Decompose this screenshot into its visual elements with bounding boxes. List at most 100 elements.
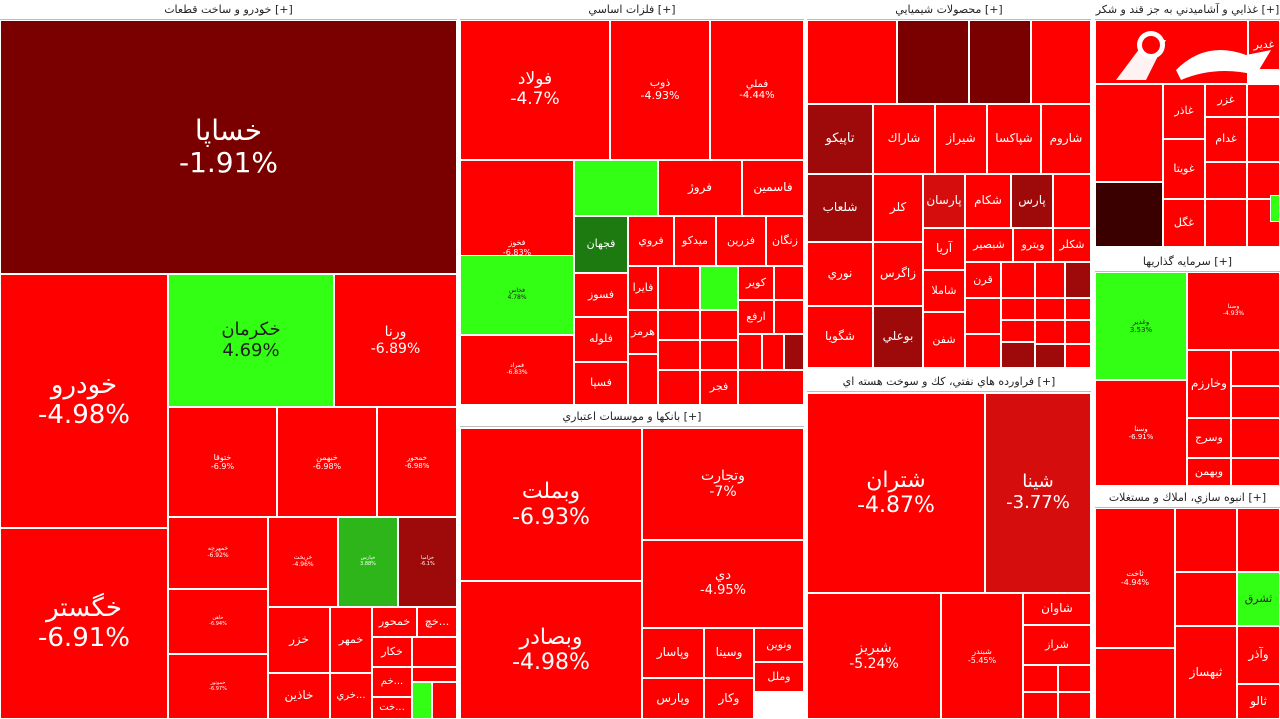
treemap-filler-cell[interactable] (1058, 692, 1091, 719)
treemap-cell-metals[interactable]: فمراد -6.83% (460, 335, 574, 405)
treemap-cell-chem[interactable]: كلر (873, 174, 923, 242)
treemap-cell-auto[interactable]: خري... (330, 673, 372, 719)
treemap-cell-metals[interactable]: فلوله (574, 317, 628, 362)
treemap-cell-chem[interactable]: شلعاب (807, 174, 873, 242)
treemap-filler-cell[interactable] (658, 370, 700, 405)
treemap-cell-auto[interactable]: خساپا -1.91% (0, 20, 457, 274)
treemap-filler-cell[interactable] (574, 160, 658, 216)
treemap-filler-cell[interactable] (1065, 262, 1091, 298)
treemap-filler-cell[interactable] (412, 682, 432, 719)
treemap-cell-metals[interactable]: ذوب -4.93% (610, 20, 710, 160)
treemap-filler-cell[interactable] (738, 370, 804, 405)
treemap-cell-auto[interactable]: خمحور (372, 607, 417, 637)
treemap-cell-food[interactable]: غدام (1205, 117, 1247, 162)
treemap-filler-cell[interactable] (1031, 20, 1091, 104)
treemap-filler-cell[interactable] (1053, 174, 1091, 228)
treemap-cell-metals[interactable]: فزرين (716, 216, 766, 266)
treemap-filler-cell[interactable] (1231, 386, 1280, 418)
treemap-cell-auto[interactable]: خزر (268, 607, 330, 673)
treemap-filler-cell[interactable] (1035, 344, 1065, 368)
treemap-cell-invest[interactable]: وصنا -4.93% (1187, 272, 1280, 350)
treemap-cell-chem[interactable]: شكام (965, 174, 1011, 228)
treemap-cell-metals[interactable]: فروژ (658, 160, 742, 216)
treemap-filler-cell[interactable] (1001, 320, 1035, 342)
treemap-cell-food[interactable]: غاذر (1163, 84, 1205, 139)
treemap-cell-auto[interactable]: خريخت -4.96% (268, 517, 338, 607)
treemap-cell-chem[interactable]: پارس (1011, 174, 1053, 228)
treemap-cell-metals[interactable]: فملي -4.44% (710, 20, 804, 160)
sector-header-oil[interactable]: فراورده هاي نفتي، كك و سوخت هسته اي [+] (807, 372, 1091, 392)
treemap-cell-metals[interactable]: ارفع (738, 300, 774, 334)
treemap-filler-cell[interactable] (1237, 508, 1280, 572)
treemap-cell-oil[interactable]: شراز (1023, 625, 1091, 665)
treemap-cell-auto[interactable]: خموتور -6.97% (168, 654, 268, 719)
treemap-cell-auto[interactable]: خزامبا -6.1% (398, 517, 457, 607)
treemap-cell-auto[interactable]: ورنا -6.89% (334, 274, 457, 407)
treemap-filler-cell[interactable] (1095, 648, 1175, 719)
treemap-filler-cell[interactable] (738, 334, 762, 370)
sector-header-chem[interactable]: محصولات شيميايي [+] (807, 0, 1091, 20)
treemap-cell-auto[interactable]: خبهمن -6.98% (277, 407, 377, 517)
treemap-filler-cell[interactable] (412, 667, 457, 682)
treemap-cell-chem[interactable]: شاراك (873, 104, 935, 174)
treemap-filler-cell[interactable] (412, 637, 457, 667)
treemap-cell-metals[interactable]: فولاد -4.7% (460, 20, 610, 160)
treemap-cell-auto[interactable]: خمحور -6.98% (377, 407, 457, 517)
treemap-cell-banks[interactable]: وسينا (704, 628, 754, 678)
treemap-cell-banks[interactable]: وبملت -6.93% (460, 428, 642, 581)
treemap-filler-cell[interactable] (1001, 342, 1035, 368)
treemap-filler-cell[interactable] (658, 340, 700, 370)
treemap-cell-oil[interactable]: شاوان (1023, 593, 1091, 625)
treemap-cell-invest[interactable]: وسنا -6.91% (1095, 380, 1187, 486)
treemap-cell-auto[interactable]: خودرو -4.98% (0, 274, 168, 528)
treemap-filler-cell[interactable] (1205, 162, 1247, 199)
treemap-cell-build[interactable]: ثبهساز (1175, 626, 1237, 719)
treemap-filler-cell[interactable] (1231, 458, 1280, 486)
treemap-cell-build[interactable]: وآذر (1237, 626, 1280, 684)
treemap-cell-build[interactable]: ثاخت -4.94% (1095, 508, 1175, 648)
treemap-cell-banks[interactable]: وبصادر -4.98% (460, 581, 642, 719)
treemap-cell-metals[interactable]: فسپا (574, 362, 628, 405)
treemap-cell-chem[interactable]: شبصير (965, 228, 1013, 262)
treemap-cell-chem[interactable]: شيراز (935, 104, 987, 174)
treemap-filler-cell[interactable] (628, 354, 658, 405)
treemap-cell-auto[interactable]: خمهرچه -6.92% (168, 517, 268, 589)
treemap-filler-cell[interactable] (969, 20, 1031, 104)
sector-header-food[interactable]: غذايي و آشاميدني به جز قند و شكر [+] (1095, 0, 1280, 20)
treemap-cell-invest[interactable]: وغدير 3.53% (1095, 272, 1187, 380)
treemap-filler-cell[interactable] (700, 340, 738, 370)
treemap-cell-metals[interactable]: زنگان (766, 216, 804, 266)
treemap-filler-cell[interactable] (1270, 195, 1280, 222)
treemap-filler-cell[interactable] (965, 334, 1001, 368)
sector-header-build[interactable]: انبوه سازي، املاك و مستغلات [+] (1095, 488, 1280, 508)
treemap-cell-chem[interactable]: شفن (923, 312, 965, 368)
treemap-cell-auto[interactable]: خگستر -6.91% (0, 528, 168, 719)
treemap-cell-banks[interactable]: وتجارت -7% (642, 428, 804, 540)
treemap-filler-cell[interactable] (1247, 117, 1280, 162)
treemap-cell-metals[interactable]: فروي (628, 216, 674, 266)
treemap-cell-auto[interactable]: خم... (372, 667, 412, 697)
treemap-cell-banks[interactable]: وپاسار (642, 628, 704, 678)
treemap-cell-oil[interactable]: شتران -4.87% (807, 393, 985, 593)
treemap-cell-banks[interactable]: وكار (704, 678, 754, 719)
treemap-cell-metals[interactable]: فخاس 4.78% (460, 255, 574, 335)
treemap-cell-metals[interactable]: فايرا (628, 266, 658, 310)
treemap-cell-metals[interactable]: فجر (700, 370, 738, 405)
treemap-filler-cell[interactable] (1065, 320, 1091, 344)
treemap-cell-food[interactable]: غزر (1205, 84, 1247, 117)
treemap-cell-chem[interactable]: شپاكسا (987, 104, 1041, 174)
treemap-cell-metals[interactable]: كوير (738, 266, 774, 300)
treemap-cell-oil[interactable]: شبريز -5.24% (807, 593, 941, 719)
treemap-cell-auto[interactable]: خاذين (268, 673, 330, 719)
treemap-cell-metals[interactable]: هرمز (628, 310, 658, 354)
treemap-filler-cell[interactable] (1035, 298, 1065, 320)
treemap-cell-chem[interactable]: شاملا (923, 270, 965, 312)
treemap-cell-chem[interactable]: ويترو (1013, 228, 1053, 262)
treemap-cell-chem[interactable]: شگويا (807, 306, 873, 368)
treemap-filler-cell[interactable] (1247, 162, 1280, 199)
treemap-filler-cell[interactable] (1001, 298, 1035, 320)
treemap-filler-cell[interactable] (1231, 418, 1280, 458)
treemap-cell-chem[interactable]: بوعلي (873, 306, 923, 368)
treemap-cell-chem[interactable]: زاگرس (873, 242, 923, 306)
treemap-filler-cell[interactable] (658, 266, 700, 310)
